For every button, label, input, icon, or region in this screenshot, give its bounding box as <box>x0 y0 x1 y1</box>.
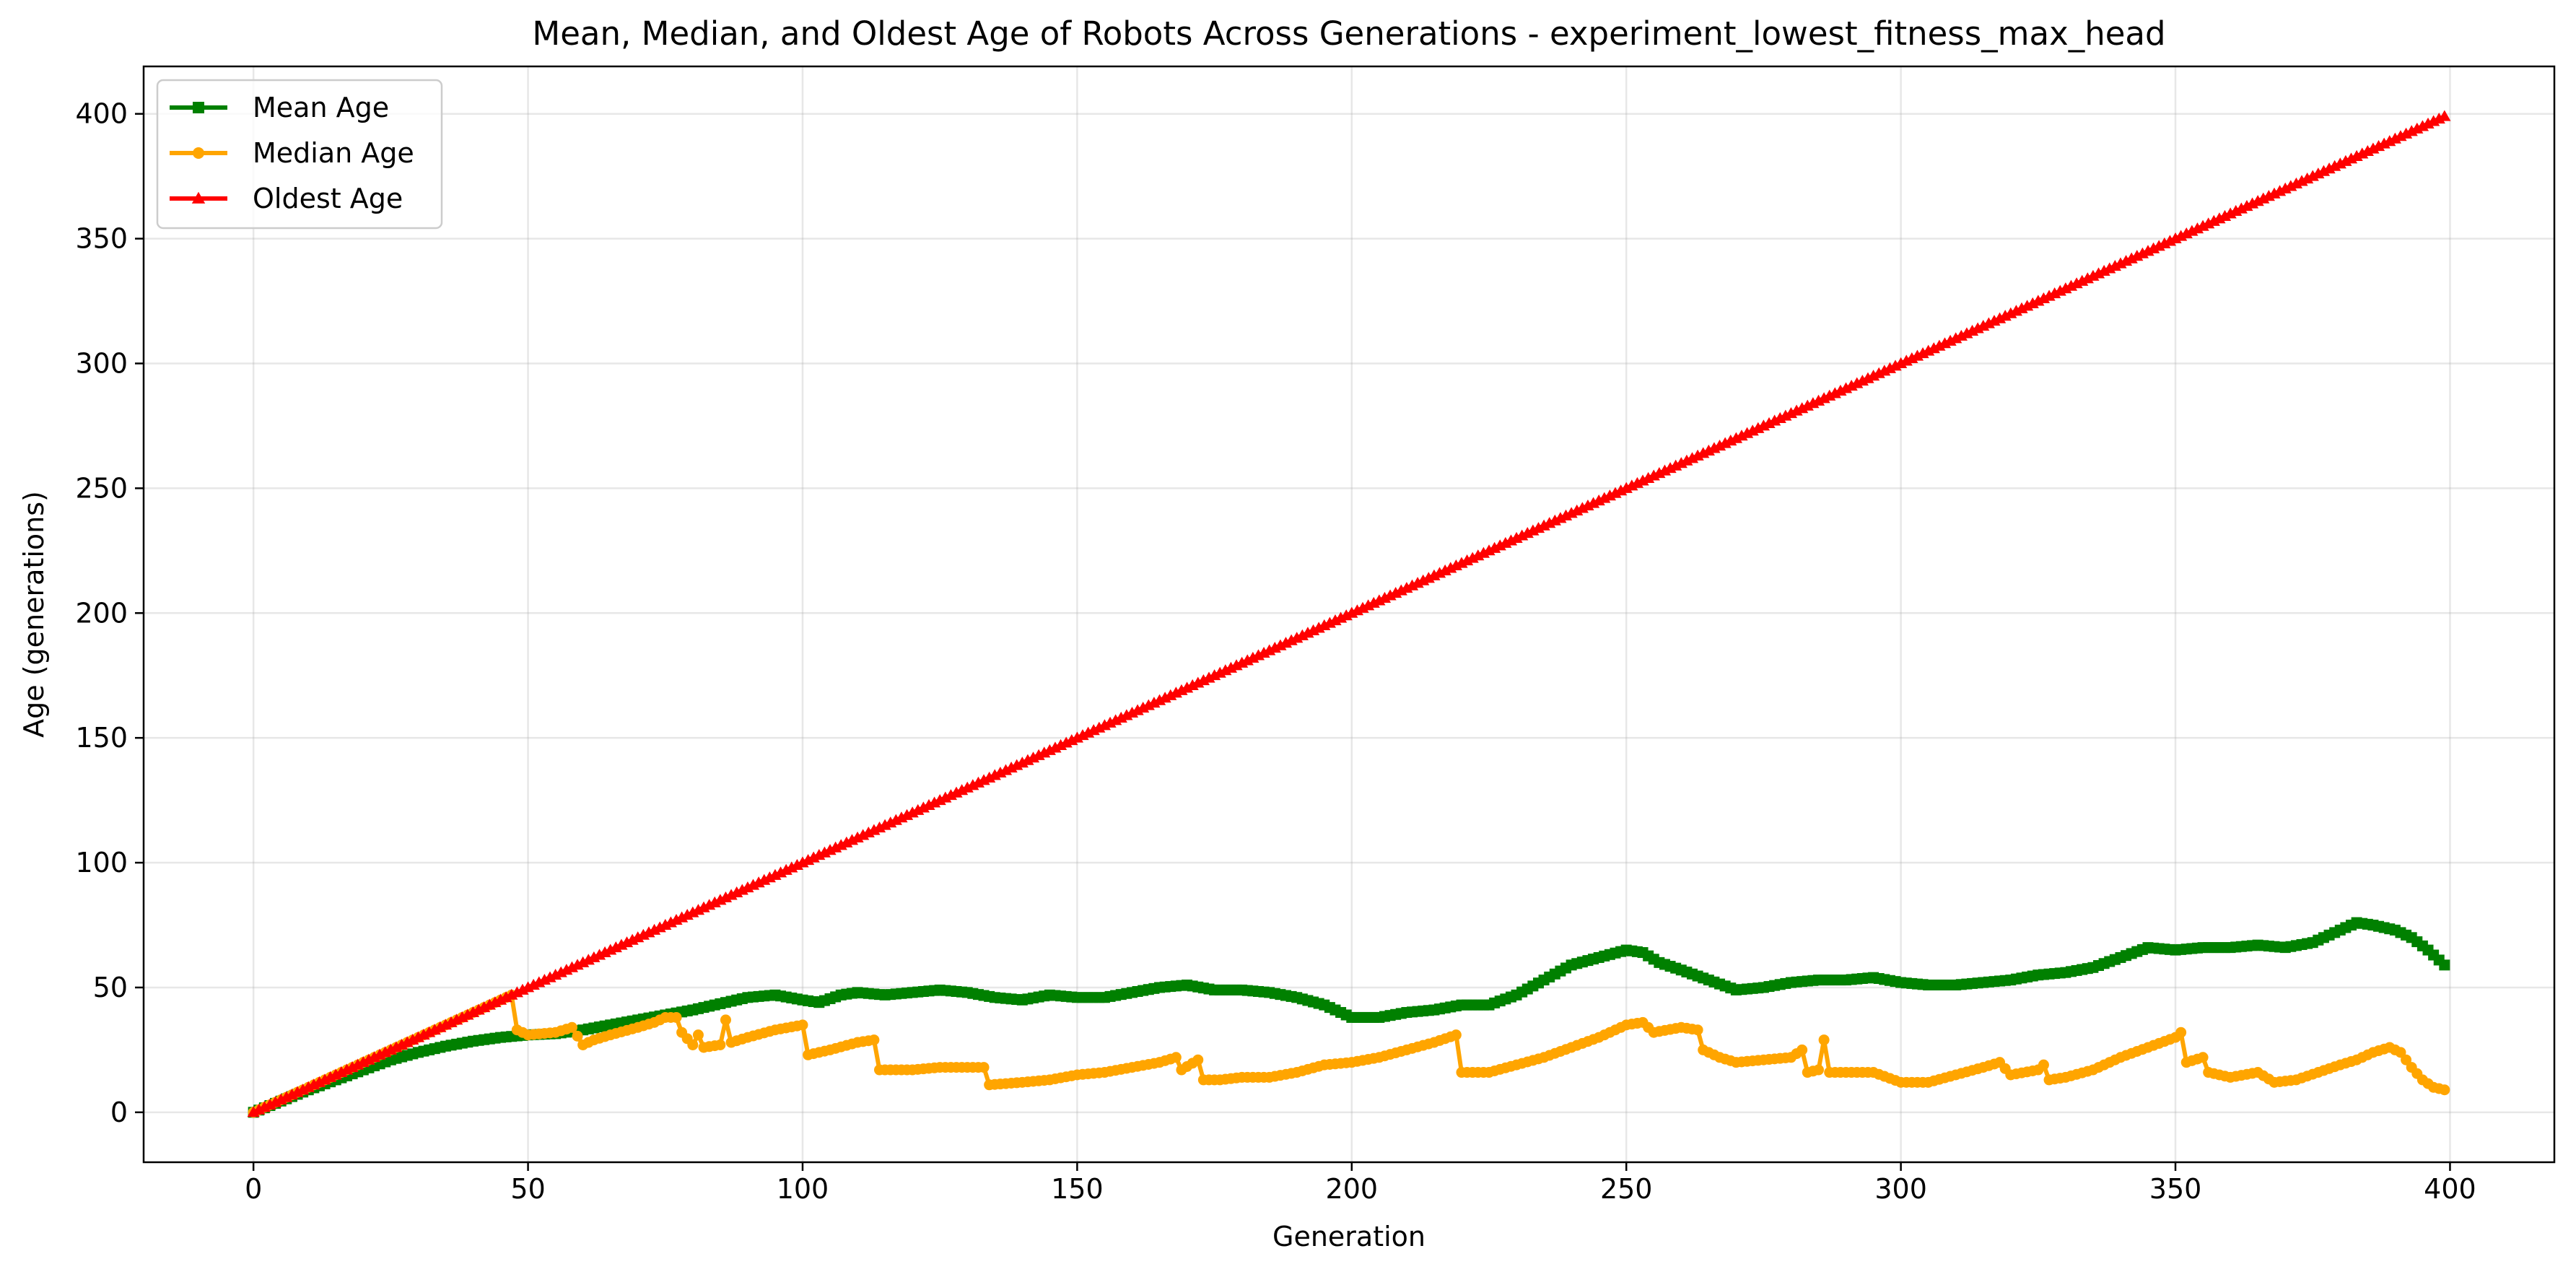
median-age-point <box>1818 1034 1830 1046</box>
y-tick-label: 300 <box>75 347 128 379</box>
legend-median-age-label: Median Age <box>253 137 414 169</box>
y-tick-label: 100 <box>75 847 128 879</box>
x-tick-label: 0 <box>245 1173 262 1205</box>
x-tick-label: 300 <box>1874 1173 1927 1205</box>
legend-mean-age-marker <box>193 102 204 113</box>
y-tick-label: 350 <box>75 223 128 255</box>
median-age-point <box>1813 1064 1825 1076</box>
mean-age-point <box>2439 959 2450 971</box>
legend-box <box>156 79 443 230</box>
series-layer <box>247 110 2451 1118</box>
median-age-point <box>1692 1024 1703 1036</box>
x-tick-label: 350 <box>2149 1173 2202 1205</box>
median-age-point <box>572 1030 583 1042</box>
y-tick-label: 200 <box>75 597 128 629</box>
x-tick-label: 400 <box>2424 1173 2476 1205</box>
median-age-point <box>2439 1084 2450 1096</box>
median-age-point <box>2395 1047 2406 1058</box>
median-age-point <box>1192 1054 1204 1065</box>
median-age-point <box>1450 1029 1462 1041</box>
x-tick-label: 50 <box>510 1173 545 1205</box>
legend-mean-age-label: Mean Age <box>253 92 389 123</box>
axis-ticks: 0 50 100 150 200 250 300 350 400 0 50 100 150 200 250 3… <box>75 98 2476 1205</box>
x-axis-label: Generation <box>1272 1221 1425 1252</box>
median-age-point <box>1170 1052 1182 1063</box>
median-age-point <box>566 1021 577 1033</box>
oldest-age-point <box>2438 110 2451 121</box>
y-tick-label: 0 <box>110 1097 128 1128</box>
median-age-point <box>797 1019 808 1031</box>
median-age-point <box>715 1039 726 1050</box>
legend-median-age-marker <box>193 147 204 159</box>
x-tick-label: 200 <box>1326 1173 1379 1205</box>
legend: Mean Age Median Age Oldest Age <box>156 79 443 230</box>
median-age-point <box>2401 1054 2412 1065</box>
median-age-point <box>692 1029 704 1041</box>
x-tick-label: 150 <box>1051 1173 1104 1205</box>
median-age-point <box>978 1062 990 1073</box>
chart-title: Mean, Median, and Oldest Age of Robots A… <box>532 14 2165 53</box>
median-age-point <box>687 1039 699 1050</box>
legend-oldest-age-marker <box>191 191 206 204</box>
y-tick-label: 400 <box>75 98 128 130</box>
median-age-point <box>2197 1052 2209 1063</box>
median-age-point <box>671 1011 682 1023</box>
median-age-point <box>868 1034 880 1046</box>
median-age-point <box>1796 1044 1808 1055</box>
plot-frame <box>142 65 2556 1164</box>
median-age-point <box>720 1014 731 1026</box>
x-tick-label: 250 <box>1600 1173 1653 1205</box>
y-tick-label: 50 <box>93 972 128 1003</box>
median-age-point <box>2038 1059 2049 1071</box>
oldest-age-series <box>247 110 2451 1117</box>
y-axis-label: Age (generations) <box>18 491 50 738</box>
y-tick-label: 250 <box>75 472 128 504</box>
median-age-point <box>2175 1027 2187 1038</box>
x-tick-label: 100 <box>777 1173 829 1205</box>
y-tick-label: 150 <box>75 722 128 754</box>
legend-oldest-age-label: Oldest Age <box>253 183 403 214</box>
